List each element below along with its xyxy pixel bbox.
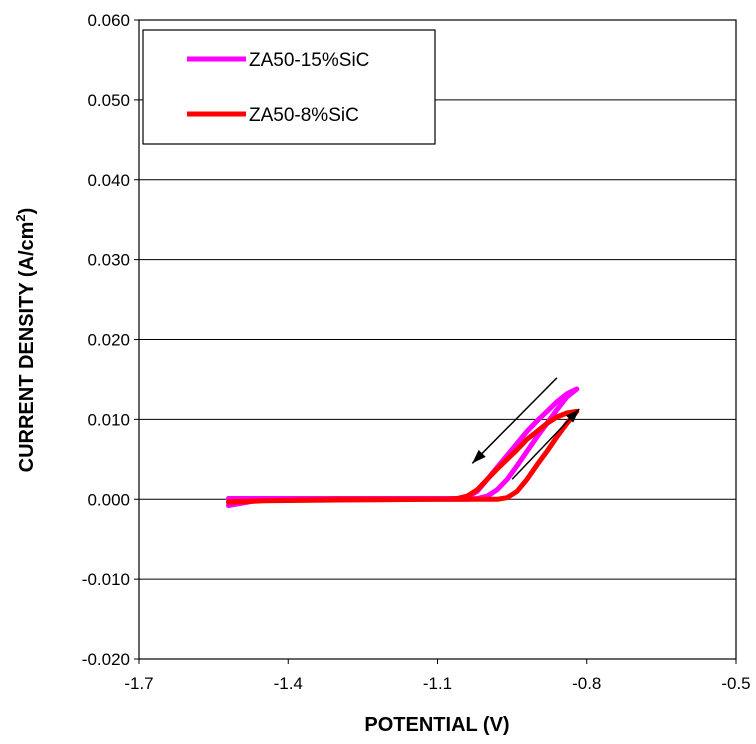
y-tick-label: 0.020	[87, 331, 130, 350]
legend-box	[142, 29, 436, 145]
y-axis-title: CURRENT DENSITY (A/cm2)	[13, 208, 38, 473]
y-tick-label: 0.040	[87, 171, 130, 190]
x-tick-label: -0.5	[721, 674, 750, 693]
x-tick-label: -1.7	[124, 674, 153, 693]
y-axis-title-main: CURRENT DENSITY (A/cm	[16, 222, 38, 473]
x-tick-label: -0.8	[572, 674, 601, 693]
y-axis-title-sup: 2	[13, 214, 28, 221]
y-tick-label: -0.020	[82, 650, 130, 669]
y-tick-labels: 0.060 0.050 0.040 0.030 0.020 0.010 0.000 -0.01…	[82, 11, 130, 669]
plot-area	[138, 19, 737, 660]
annotation-arrows	[471, 377, 580, 480]
y-axis-title-close: )	[16, 208, 38, 215]
y-tick-label: 0.000	[87, 490, 130, 509]
x-tick-labels: -1.7 -1.4 -1.1 -0.8 -0.5	[124, 674, 750, 693]
x-tick-label: -1.1	[423, 674, 452, 693]
y-tick-label: 0.030	[87, 251, 130, 270]
series-line-1	[226, 408, 580, 505]
legend: ZA50-15%SiC ZA50-8%SiC	[142, 29, 436, 145]
x-axis-title: POTENTIAL (V)	[364, 714, 509, 736]
arrow-shaft-down	[471, 377, 558, 464]
x-tick-label: -1.4	[274, 674, 303, 693]
arrow-head-up	[566, 408, 580, 423]
y-tick-label: -0.010	[82, 570, 130, 589]
arrow-shaft-up	[511, 408, 580, 480]
arrow-head-down	[472, 449, 486, 464]
legend-label-za50-8-sic: ZA50-8%SiC	[249, 105, 359, 126]
series-line-0	[226, 386, 580, 509]
y-tick-label: 0.010	[87, 410, 130, 429]
legend-label-za50-15-sic: ZA50-15%SiC	[249, 50, 369, 71]
y-tick-label: 0.050	[87, 91, 130, 110]
series-lines	[226, 386, 580, 509]
y-tick-label: 0.060	[87, 11, 130, 30]
